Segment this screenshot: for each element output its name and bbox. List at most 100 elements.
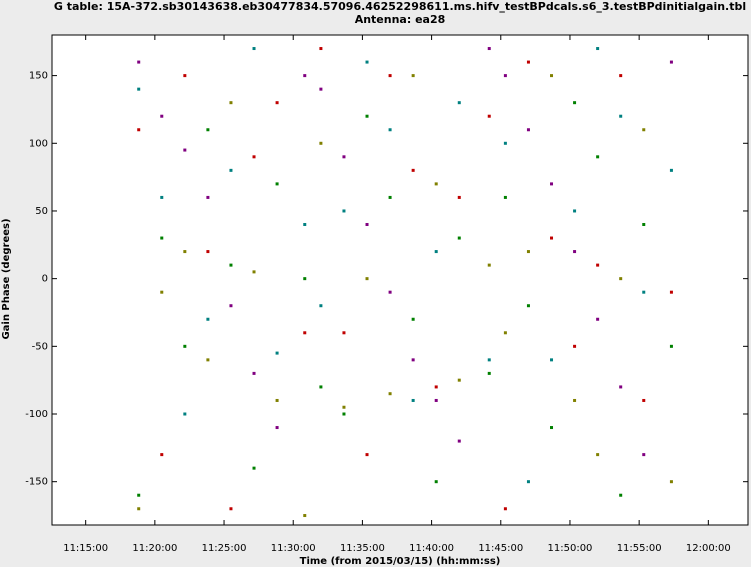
point (411, 74, 415, 78)
point (550, 182, 554, 186)
point (526, 304, 530, 308)
point (487, 47, 491, 51)
point (596, 47, 600, 51)
x-tick-label: 11:30:00 (271, 543, 316, 554)
point (275, 426, 279, 430)
point (411, 398, 415, 402)
point (457, 378, 461, 382)
point (619, 74, 623, 78)
point (365, 114, 369, 118)
x-tick-label: 12:00:00 (686, 543, 731, 554)
point (252, 371, 256, 375)
point (303, 74, 307, 78)
point (619, 277, 623, 281)
point (550, 358, 554, 362)
point (669, 344, 673, 348)
point (619, 114, 623, 118)
point (319, 47, 323, 51)
point (365, 223, 369, 227)
point (573, 250, 577, 254)
point (457, 236, 461, 240)
point (550, 74, 554, 78)
point (183, 74, 187, 78)
point (669, 480, 673, 484)
x-tick-label: 11:25:00 (202, 543, 247, 554)
point (526, 480, 530, 484)
x-tick-label: 11:50:00 (548, 543, 593, 554)
point (160, 195, 164, 199)
point (183, 250, 187, 254)
point (596, 263, 600, 267)
point (303, 223, 307, 227)
point (411, 317, 415, 321)
point (229, 304, 233, 308)
point (319, 141, 323, 145)
point (229, 507, 233, 511)
point (252, 270, 256, 274)
point (206, 195, 210, 199)
y-tick-label: -150 (25, 477, 48, 488)
point (487, 371, 491, 375)
point (303, 331, 307, 335)
x-tick-label: 11:40:00 (409, 543, 454, 554)
point (642, 128, 646, 132)
point (457, 195, 461, 199)
point (596, 453, 600, 457)
point (487, 114, 491, 118)
point (183, 344, 187, 348)
point (388, 392, 392, 396)
point (206, 250, 210, 254)
point (342, 155, 346, 159)
point (160, 290, 164, 294)
x-tick-label: 11:45:00 (478, 543, 523, 554)
point (160, 114, 164, 118)
point (434, 480, 438, 484)
point (596, 317, 600, 321)
y-tick-label: 50 (35, 206, 48, 217)
point (183, 148, 187, 152)
point (434, 250, 438, 254)
y-tick-label: 100 (29, 138, 48, 149)
point (206, 128, 210, 132)
point (669, 60, 673, 64)
point (573, 209, 577, 213)
point (434, 182, 438, 186)
point (275, 351, 279, 355)
point (275, 398, 279, 402)
point (275, 101, 279, 105)
point (388, 74, 392, 78)
point (487, 263, 491, 267)
point (342, 405, 346, 409)
point (669, 168, 673, 172)
point (669, 290, 673, 294)
point (183, 412, 187, 416)
point (457, 101, 461, 105)
point (303, 277, 307, 281)
point (229, 101, 233, 105)
point (160, 236, 164, 240)
point (411, 168, 415, 172)
point (642, 398, 646, 402)
point (319, 87, 323, 91)
point (411, 358, 415, 362)
point (229, 168, 233, 172)
point (526, 128, 530, 132)
point (388, 290, 392, 294)
point (619, 385, 623, 389)
y-tick-label: -100 (25, 409, 48, 420)
point (137, 87, 141, 91)
point (573, 398, 577, 402)
x-tick-label: 11:20:00 (132, 543, 177, 554)
point (550, 426, 554, 430)
point (160, 453, 164, 457)
point (642, 290, 646, 294)
y-axis-label: Gain Phase (degrees) (1, 218, 12, 339)
point (342, 209, 346, 213)
point (229, 263, 233, 267)
x-axis-label: Time (from 2015/03/15) (hh:mm:ss) (300, 556, 501, 567)
point (550, 236, 554, 240)
point (503, 331, 507, 335)
point (365, 277, 369, 281)
point (365, 453, 369, 457)
y-tick-label: -50 (32, 341, 48, 352)
